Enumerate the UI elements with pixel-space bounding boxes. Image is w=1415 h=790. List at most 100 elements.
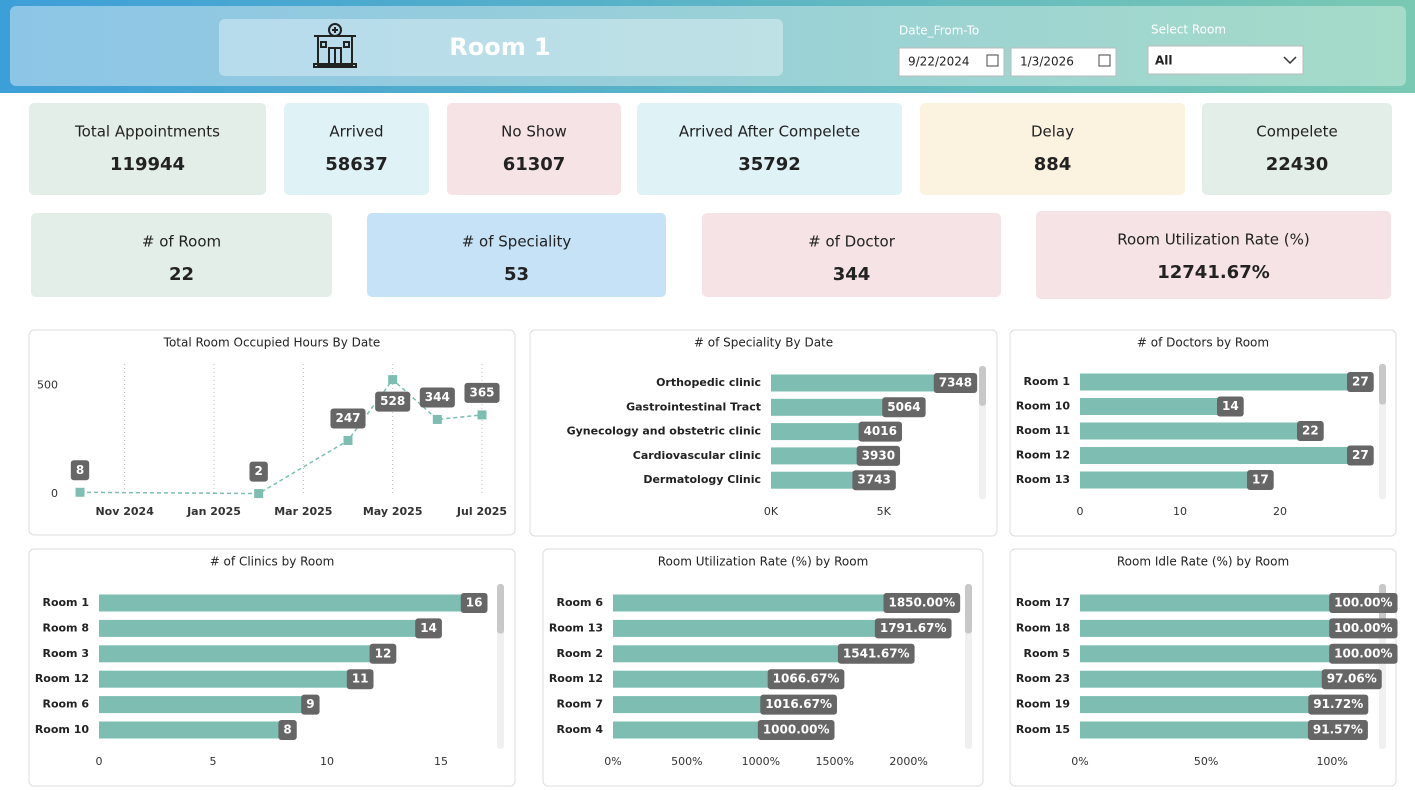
calendar-icon[interactable]: [1098, 54, 1111, 67]
data-label-bg: [70, 460, 90, 481]
data-label: 344: [425, 390, 450, 404]
data-label: 8: [76, 463, 84, 477]
kpi-label: Arrived After Compelete: [679, 123, 860, 141]
y-tick-label: 500: [37, 379, 58, 392]
category-label: Room 5: [1023, 647, 1070, 660]
data-label: 100.00%: [1334, 621, 1392, 635]
kpi-value: 61307: [503, 154, 566, 175]
x-tick-label: Nov 2024: [95, 505, 154, 518]
data-label: 5064: [887, 400, 920, 414]
data-label-bg: [419, 387, 455, 408]
kpi-card: [920, 103, 1185, 195]
data-label-bg: [837, 643, 915, 664]
category-label: Room 1: [42, 596, 89, 609]
bar: [99, 619, 419, 637]
category-label: Room 4: [556, 723, 603, 736]
bar: [613, 619, 878, 637]
data-label: 1850.00%: [888, 596, 955, 610]
category-label: Room 2: [556, 647, 603, 660]
kpi-card: [702, 213, 1001, 297]
x-tick-label: Jan 2025: [186, 505, 241, 518]
kpi-card: [1036, 211, 1391, 299]
bar: [1080, 373, 1350, 391]
scrollbar-thumb: [497, 584, 504, 634]
data-label-bg: [767, 669, 845, 690]
data-label: 2: [254, 464, 262, 478]
date-from: 9/22/2024: [908, 55, 970, 69]
marker: [432, 414, 442, 424]
data-label-bg: [1329, 593, 1398, 613]
bar: [99, 721, 282, 739]
category-label: Room 12: [35, 672, 89, 685]
bar: [613, 645, 841, 663]
kpi-card: [637, 103, 902, 195]
bar: [1080, 471, 1250, 489]
category-label: Room 18: [1016, 621, 1070, 634]
kpi-value: 22: [169, 264, 194, 285]
bar: [1080, 619, 1333, 637]
x-tick-label: May 2025: [363, 505, 423, 518]
x-tick-label: 20: [1273, 505, 1287, 518]
bar: [1080, 645, 1333, 663]
data-label: 17: [1252, 473, 1269, 487]
x-tick-label: 100%: [1316, 755, 1347, 768]
x-tick-label: 5: [210, 755, 217, 768]
scrollbar-thumb: [1379, 364, 1386, 405]
bar: [1080, 670, 1325, 688]
data-label: 1791.67%: [880, 621, 947, 635]
page-title: Room 1: [449, 33, 551, 61]
calendar-icon[interactable]: [986, 54, 999, 67]
data-label-bg: [1329, 618, 1398, 639]
data-label-bg: [1347, 372, 1374, 392]
kpi-label: Compelete: [1256, 123, 1338, 141]
data-label-bg: [1247, 470, 1274, 490]
kpi-card: [1202, 103, 1392, 195]
data-label: 100.00%: [1334, 646, 1392, 660]
bar: [99, 645, 373, 663]
data-label-bg: [1329, 643, 1398, 664]
data-label-bg: [460, 593, 488, 613]
kpi-value: 344: [833, 264, 871, 285]
x-tick-label: 0%: [604, 755, 621, 768]
data-label-bg: [1217, 396, 1244, 417]
data-label-bg: [330, 408, 366, 429]
chart-title: Room Utilization Rate (%) by Room: [658, 555, 869, 569]
marker: [477, 410, 487, 420]
category-label: Room 8: [42, 621, 89, 634]
date-to: 1/3/2026: [1020, 55, 1074, 69]
category-label: Room 10: [1016, 400, 1071, 413]
kpi-label: Delay: [1031, 123, 1074, 141]
title-box: [219, 19, 783, 76]
x-tick-label: 1000%: [742, 755, 780, 768]
room-label: Select Room: [1151, 23, 1226, 37]
kpi-label: # of Room: [142, 233, 221, 251]
kpi-card: [367, 213, 666, 297]
category-label: Room 13: [1016, 473, 1070, 486]
data-label: 4016: [864, 424, 897, 438]
data-label: 97.06%: [1327, 672, 1377, 686]
data-label-bg: [301, 694, 320, 715]
data-label-bg: [858, 421, 902, 442]
bar: [771, 447, 860, 465]
bar: [1080, 422, 1300, 440]
x-tick-label: 1500%: [816, 755, 854, 768]
data-label: 1000.00%: [763, 723, 830, 737]
data-label-bg: [415, 618, 442, 639]
data-label-bg: [278, 720, 297, 740]
data-label-bg: [369, 643, 397, 664]
bar: [771, 423, 862, 441]
room-select[interactable]: [1147, 45, 1304, 75]
category-label: Cardiovascular clinic: [633, 449, 761, 462]
category-label: Room 6: [556, 596, 603, 609]
chevron[interactable]: [1283, 56, 1297, 65]
data-label-bg: [757, 720, 835, 740]
data-label-bg: [883, 593, 961, 613]
category-label: Room 1: [1023, 375, 1070, 388]
kpi-value: 884: [1034, 154, 1072, 175]
marker: [254, 489, 264, 499]
data-label: 91.57%: [1313, 723, 1363, 737]
data-label: 247: [335, 411, 360, 425]
data-label-bg: [1297, 421, 1324, 441]
bar: [99, 696, 305, 714]
